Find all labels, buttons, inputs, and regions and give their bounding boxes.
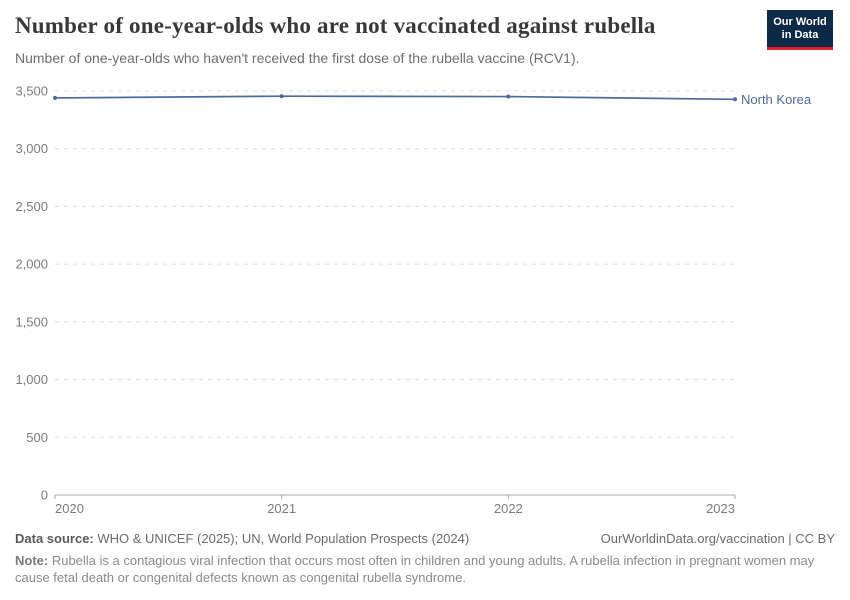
attribution-link[interactable]: OurWorldinData.org/vaccination | CC BY bbox=[600, 531, 835, 546]
y-axis-tick-label: 1,500 bbox=[15, 314, 48, 329]
owid-logo: Our World in Data bbox=[767, 10, 833, 50]
footer-source-row: Data source: WHO & UNICEF (2025); UN, Wo… bbox=[15, 531, 835, 546]
footer-note: Note: Rubella is a contagious viral infe… bbox=[15, 553, 815, 585]
owid-logo-line1: Our World bbox=[773, 15, 827, 28]
x-axis-tick-label: 2022 bbox=[494, 501, 523, 516]
y-axis-tick-label: 2,500 bbox=[15, 199, 48, 214]
note-label: Note: bbox=[15, 553, 49, 568]
x-axis-tick-label: 2021 bbox=[267, 501, 296, 516]
x-axis-tick-label: 2023 bbox=[706, 501, 735, 516]
y-axis-tick-label: 1,000 bbox=[15, 372, 48, 387]
page-title: Number of one-year-olds who are not vacc… bbox=[15, 13, 656, 38]
data-point[interactable] bbox=[506, 94, 511, 99]
data-source-text: Data source: WHO & UNICEF (2025); UN, Wo… bbox=[15, 531, 470, 546]
data-point[interactable] bbox=[53, 95, 57, 100]
data-point[interactable] bbox=[733, 97, 737, 102]
y-axis-tick-label: 3,500 bbox=[15, 84, 48, 99]
owid-logo-line2: in Data bbox=[781, 28, 819, 41]
page-subtitle: Number of one-year-olds who haven't rece… bbox=[15, 50, 580, 66]
series-label-north-korea[interactable]: North Korea bbox=[741, 92, 812, 107]
line-series[interactable] bbox=[54, 95, 736, 101]
data-point[interactable] bbox=[279, 94, 284, 99]
y-axis-tick-label: 0 bbox=[41, 488, 48, 503]
y-axis-tick-label: 2,000 bbox=[15, 257, 48, 272]
x-axis-tick-label: 2020 bbox=[55, 501, 84, 516]
y-axis-tick-label: 500 bbox=[26, 430, 48, 445]
y-axis-tick-label: 3,000 bbox=[15, 141, 48, 156]
data-source-label: Data source: bbox=[15, 531, 94, 546]
